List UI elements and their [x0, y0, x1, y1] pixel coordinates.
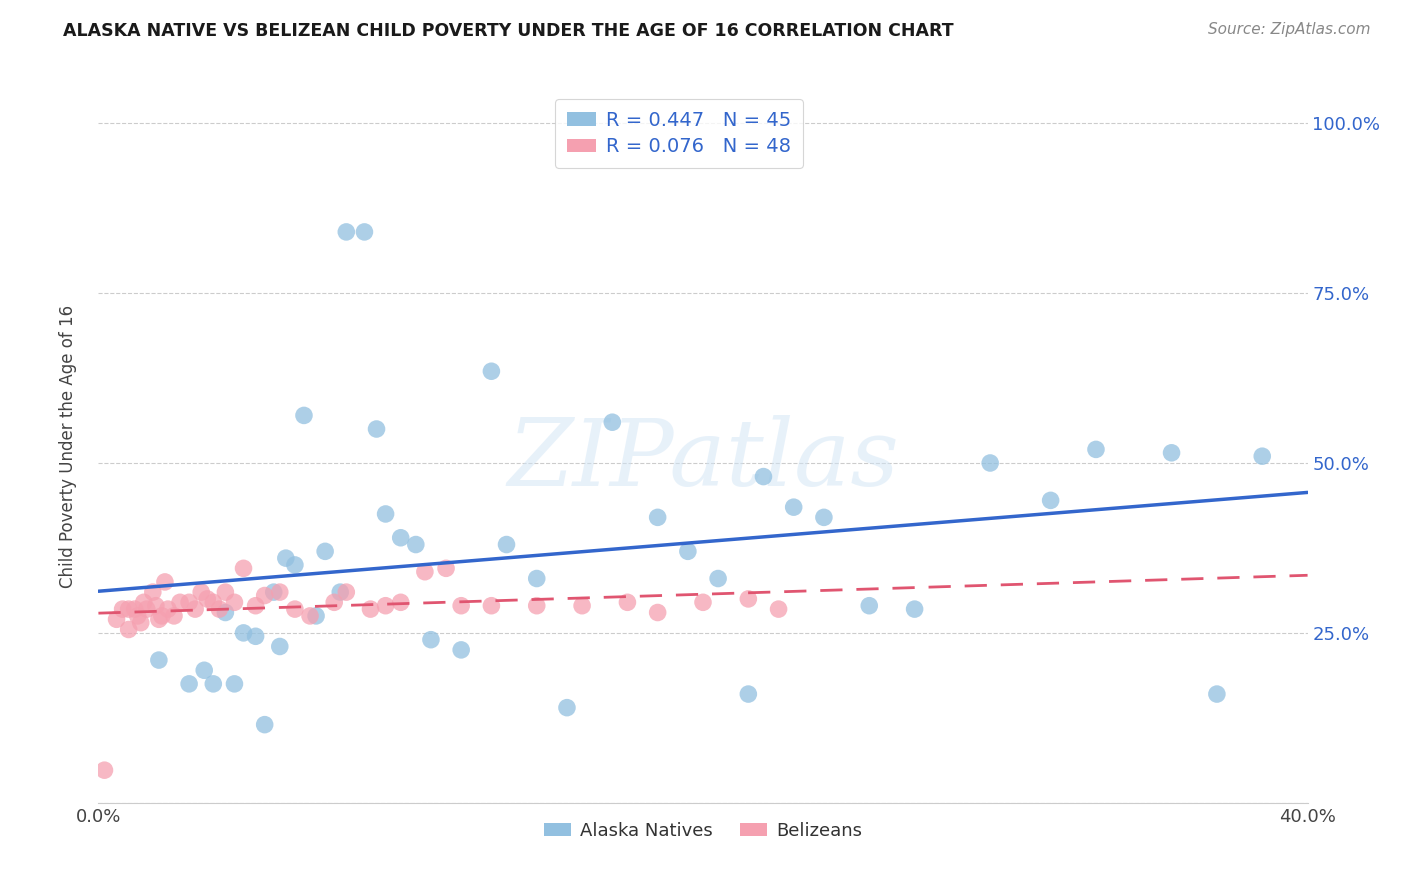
Point	[1206, 687, 1229, 701]
Point	[127, 608, 149, 623]
Legend: Alaska Natives, Belizeans: Alaska Natives, Belizeans	[537, 815, 869, 847]
Point	[323, 595, 346, 609]
Point	[245, 629, 267, 643]
Y-axis label: Child Poverty Under the Age of 16: Child Poverty Under the Age of 16	[59, 304, 77, 588]
Text: ZIPatlas: ZIPatlas	[508, 416, 898, 505]
Point	[253, 717, 276, 731]
Point	[263, 585, 285, 599]
Point	[360, 602, 382, 616]
Point	[979, 456, 1001, 470]
Point	[737, 591, 759, 606]
Point	[366, 422, 388, 436]
Point	[389, 531, 412, 545]
Point	[163, 608, 186, 623]
Point	[232, 561, 254, 575]
Point	[179, 595, 201, 609]
Point	[269, 585, 291, 599]
Point	[105, 612, 128, 626]
Point	[353, 225, 375, 239]
Point	[305, 608, 328, 623]
Point	[214, 606, 236, 620]
Point	[335, 225, 357, 239]
Point	[374, 507, 396, 521]
Point	[526, 572, 548, 586]
Point	[768, 602, 790, 616]
Point	[752, 469, 775, 483]
Point	[195, 591, 218, 606]
Point	[145, 599, 167, 613]
Point	[858, 599, 880, 613]
Point	[647, 510, 669, 524]
Point	[602, 415, 624, 429]
Point	[284, 602, 307, 616]
Point	[132, 595, 155, 609]
Point	[245, 599, 267, 613]
Point	[450, 643, 472, 657]
Point	[184, 602, 207, 616]
Point	[148, 612, 170, 626]
Point	[150, 608, 173, 623]
Point	[224, 595, 246, 609]
Point	[269, 640, 291, 654]
Point	[707, 572, 730, 586]
Point	[450, 599, 472, 613]
Point	[179, 677, 201, 691]
Point	[202, 677, 225, 691]
Point	[374, 599, 396, 613]
Point	[647, 606, 669, 620]
Point	[692, 595, 714, 609]
Point	[232, 626, 254, 640]
Point	[314, 544, 336, 558]
Point	[420, 632, 443, 647]
Point	[555, 700, 578, 714]
Point	[292, 409, 315, 423]
Point	[616, 595, 638, 609]
Point	[335, 585, 357, 599]
Point	[124, 602, 146, 616]
Point	[299, 608, 322, 623]
Point	[405, 537, 427, 551]
Point	[118, 602, 141, 616]
Point	[571, 599, 593, 613]
Point	[413, 565, 436, 579]
Point	[224, 677, 246, 691]
Point	[813, 510, 835, 524]
Point	[481, 599, 503, 613]
Point	[208, 602, 231, 616]
Point	[202, 595, 225, 609]
Point	[481, 364, 503, 378]
Point	[676, 544, 699, 558]
Point	[904, 602, 927, 616]
Point	[193, 663, 215, 677]
Point	[1251, 449, 1274, 463]
Point	[190, 585, 212, 599]
Point	[284, 558, 307, 572]
Point	[169, 595, 191, 609]
Point	[495, 537, 517, 551]
Point	[156, 602, 179, 616]
Point	[329, 585, 352, 599]
Point	[1085, 442, 1108, 457]
Point	[111, 602, 134, 616]
Text: ALASKA NATIVE VS BELIZEAN CHILD POVERTY UNDER THE AGE OF 16 CORRELATION CHART: ALASKA NATIVE VS BELIZEAN CHILD POVERTY …	[63, 22, 953, 40]
Point	[253, 589, 276, 603]
Point	[1039, 493, 1062, 508]
Point	[783, 500, 806, 515]
Point	[389, 595, 412, 609]
Point	[135, 602, 157, 616]
Point	[526, 599, 548, 613]
Point	[153, 574, 176, 589]
Point	[434, 561, 457, 575]
Point	[214, 585, 236, 599]
Point	[737, 687, 759, 701]
Point	[93, 763, 115, 777]
Point	[148, 653, 170, 667]
Point	[274, 551, 297, 566]
Point	[142, 585, 165, 599]
Point	[1160, 446, 1182, 460]
Point	[118, 623, 141, 637]
Text: Source: ZipAtlas.com: Source: ZipAtlas.com	[1208, 22, 1371, 37]
Point	[129, 615, 152, 630]
